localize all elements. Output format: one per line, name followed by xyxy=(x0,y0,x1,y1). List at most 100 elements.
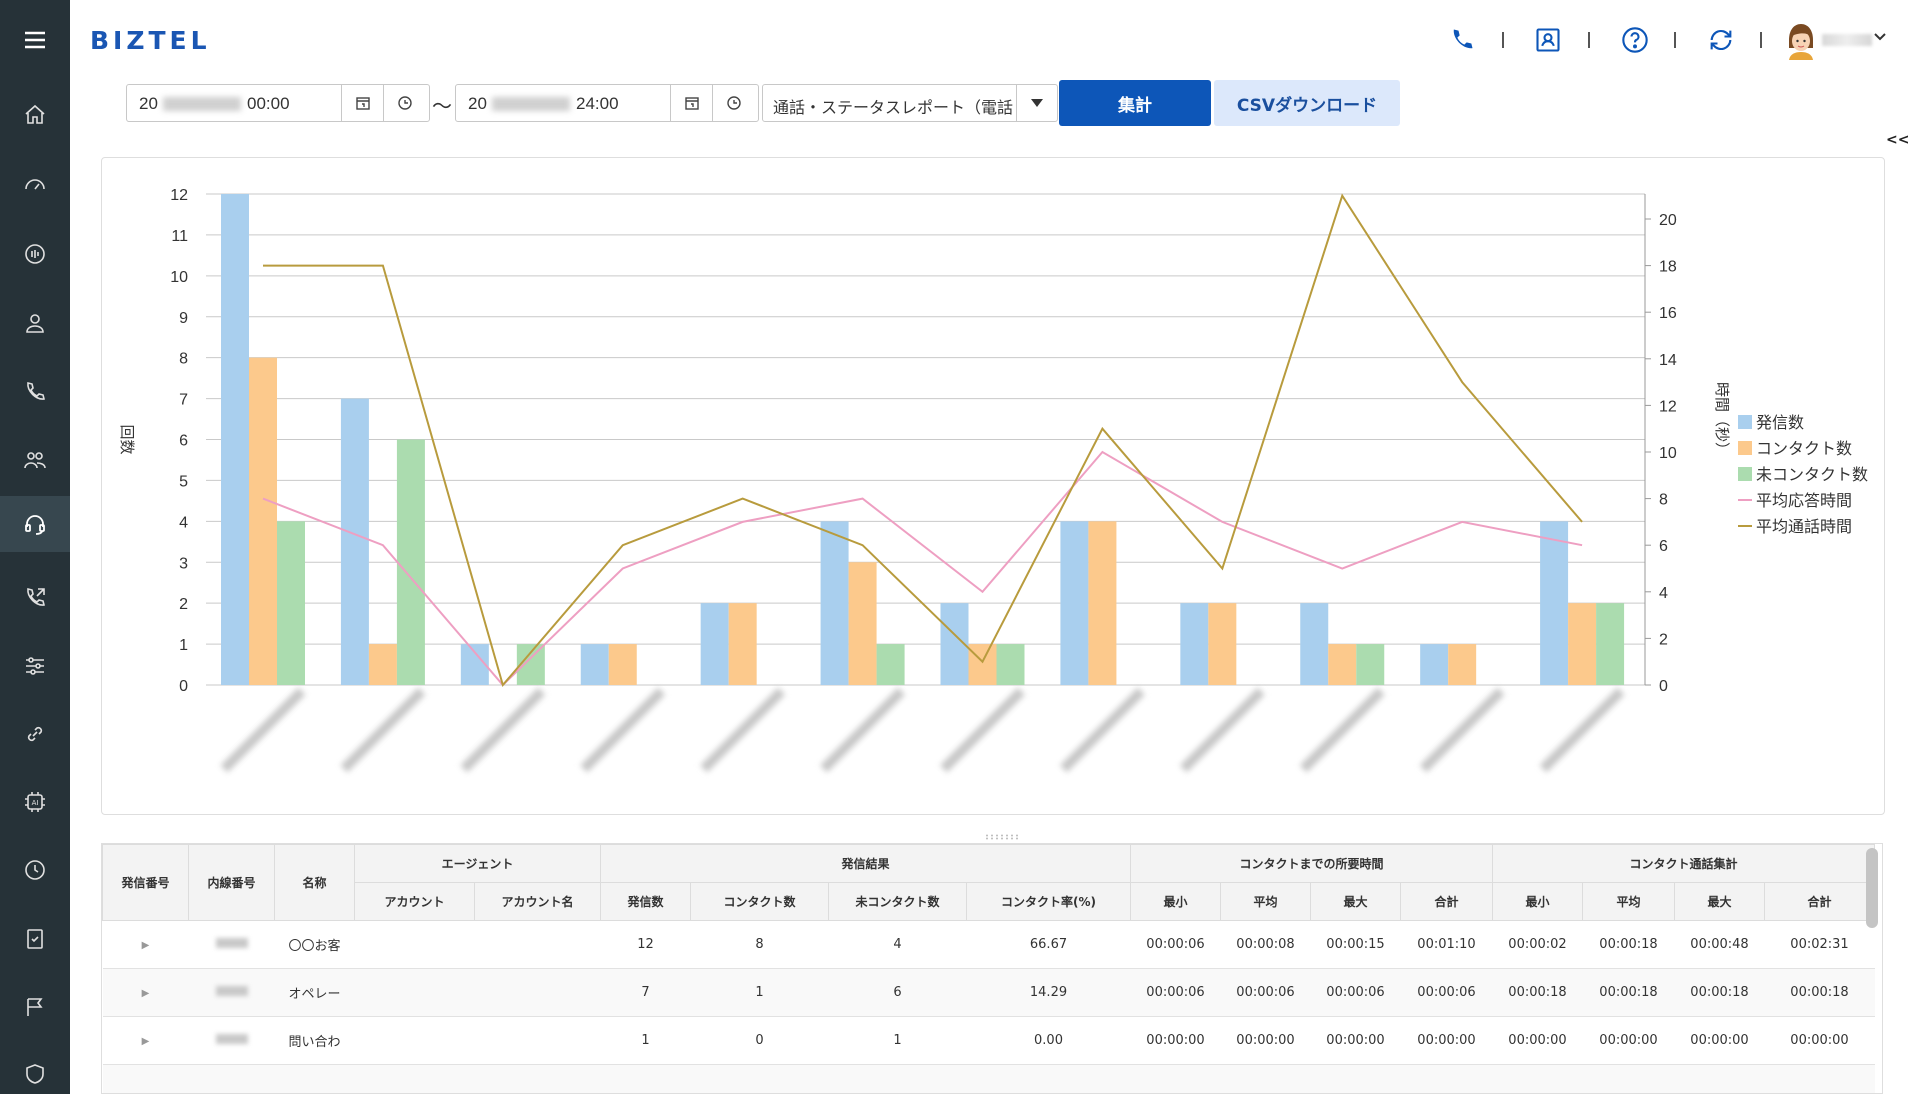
report-type-select[interactable]: 通話・ステータスレポート（電話 xyxy=(762,84,1058,122)
line-平均応答時間 xyxy=(262,450,1583,687)
masked-value xyxy=(215,986,248,996)
end-datetime-field[interactable]: 20 24:00 xyxy=(455,84,759,122)
row-expander[interactable]: ▶ xyxy=(102,968,189,1017)
table-row[interactable]: ▶ 問い合わ 1 0 1 0.00 00:00:00 00:00:00 00:0… xyxy=(102,1016,1875,1065)
clock-icon xyxy=(727,96,741,110)
end-calendar-button[interactable] xyxy=(670,85,713,121)
aggregate-button[interactable]: 集計 xyxy=(1059,80,1211,126)
sidebar-item-callback[interactable] xyxy=(0,570,70,626)
sidebar-item-dashboard[interactable] xyxy=(0,157,70,213)
col-account[interactable]: アカウント xyxy=(354,882,475,921)
monitor-icon xyxy=(25,244,45,264)
ttc-max-cell: 00:00:15 xyxy=(1310,920,1401,969)
select-arrow[interactable] xyxy=(1016,85,1057,121)
col-contact-rate[interactable]: コンタクト率(%) xyxy=(966,882,1131,921)
contacts-cell: 0 xyxy=(690,1016,829,1065)
app-logo: BIZTEL xyxy=(90,26,211,55)
end-time-value: 24:00 xyxy=(576,94,619,113)
bar-発信数 xyxy=(1060,521,1089,685)
bar-コンタクト数 xyxy=(968,644,997,685)
cct-total-cell: 00:00:00 xyxy=(1764,1016,1875,1065)
end-date-prefix: 20 xyxy=(468,94,487,113)
chart-panel: 0 1 2 3 4 5 6 7 8 9 10 11 12 0 2 4 6 8 10 12 14 16 18 20 回数 時間（秒）… xyxy=(101,157,1885,815)
username[interactable] xyxy=(1822,34,1872,46)
bar-コンタクト数 xyxy=(728,603,757,685)
col-extension[interactable]: 内線番号 xyxy=(188,844,275,921)
extension-cell xyxy=(188,968,275,1017)
bar-未コンタクト数 xyxy=(1596,603,1625,685)
sidebar-item-security[interactable] xyxy=(0,1046,70,1102)
col-calls[interactable]: 発信数 xyxy=(600,882,691,921)
x-tick-label-masked xyxy=(700,687,786,773)
y2-tick-label: 6 xyxy=(1659,538,1668,555)
table-row[interactable] xyxy=(102,1064,1875,1093)
table-scrollbar[interactable] xyxy=(1866,848,1878,928)
csv-download-button[interactable]: CSVダウンロード xyxy=(1214,80,1400,126)
sync-icon[interactable] xyxy=(1707,26,1735,54)
col-name[interactable]: 名称 xyxy=(274,844,355,921)
sidebar-item-settings[interactable] xyxy=(0,638,70,694)
bar-発信数 xyxy=(580,644,609,685)
sidebar-item-calls[interactable] xyxy=(0,364,70,420)
bar-コンタクト数 xyxy=(1448,644,1477,685)
col-cct-total[interactable]: 合計 xyxy=(1764,882,1875,921)
y-tick-label: 4 xyxy=(179,514,188,531)
col-ttc-total[interactable]: 合計 xyxy=(1400,882,1493,921)
y-tick-label: 8 xyxy=(179,351,188,368)
x-tick-label-masked xyxy=(340,687,426,773)
phone-icon[interactable] xyxy=(1448,26,1476,54)
collapse-panel-button[interactable]: << xyxy=(1886,132,1910,148)
x-tick-label-masked xyxy=(1539,687,1625,773)
col-cct-max[interactable]: 最大 xyxy=(1674,882,1765,921)
name-cell: 問い合わ xyxy=(274,1016,355,1065)
x-tick-label-masked xyxy=(1299,687,1385,773)
y2-tick-label: 16 xyxy=(1659,305,1677,322)
sidebar-item-flags[interactable] xyxy=(0,979,70,1035)
y-tick-label: 2 xyxy=(179,596,188,613)
start-calendar-button[interactable] xyxy=(341,85,384,121)
sidebar-item-agent[interactable] xyxy=(0,496,70,552)
col-contacts[interactable]: コンタクト数 xyxy=(690,882,829,921)
chevron-down-icon[interactable] xyxy=(1873,30,1887,44)
end-date-masked xyxy=(492,97,570,111)
start-datetime-field[interactable]: 20 00:00 xyxy=(126,84,430,122)
col-ttc-min[interactable]: 最小 xyxy=(1130,882,1221,921)
menu-icon[interactable] xyxy=(0,12,70,68)
col-ttc-avg[interactable]: 平均 xyxy=(1220,882,1311,921)
sidebar-item-ai[interactable]: AI xyxy=(0,774,70,830)
row-expander[interactable]: ▶ xyxy=(102,920,189,969)
bar-未コンタクト数 xyxy=(396,439,425,685)
sidebar-item-history[interactable] xyxy=(0,842,70,898)
header-separator xyxy=(1588,32,1590,48)
sidebar-item-groups[interactable] xyxy=(0,432,70,488)
col-cct-avg[interactable]: 平均 xyxy=(1582,882,1675,921)
bar-発信数 xyxy=(340,398,369,685)
col-ttc-max[interactable]: 最大 xyxy=(1310,882,1401,921)
calls-cell: 7 xyxy=(600,968,691,1017)
col-cct-min[interactable]: 最小 xyxy=(1492,882,1583,921)
table-row[interactable]: ▶ オペレー 7 1 6 14.29 00:00:06 00:00:06 00:… xyxy=(102,968,1875,1017)
avatar[interactable] xyxy=(1785,22,1817,60)
ttc-total-cell: 00:01:10 xyxy=(1400,920,1493,969)
sidebar-item-integrations[interactable] xyxy=(0,706,70,762)
row-expander[interactable]: ▶ xyxy=(102,1016,189,1065)
account-name-cell xyxy=(474,968,601,1017)
help-icon[interactable] xyxy=(1621,26,1649,54)
contact-card-icon[interactable] xyxy=(1534,26,1562,54)
col-caller-number[interactable]: 発信番号 xyxy=(102,844,189,921)
end-clock-button[interactable] xyxy=(712,85,755,121)
sidebar-item-home[interactable] xyxy=(0,87,70,143)
flag-icon xyxy=(27,998,43,1016)
sidebar-item-monitor[interactable] xyxy=(0,226,70,282)
col-non-contacts[interactable]: 未コンタクト数 xyxy=(828,882,967,921)
col-account-name[interactable]: アカウント名 xyxy=(474,882,601,921)
sidebar-item-tasks[interactable] xyxy=(0,911,70,967)
ttc-min-cell: 00:00:06 xyxy=(1130,920,1221,969)
report-table: 発信番号 内線番号 名称 エージェント 発信結果 コンタクトまでの所要時間 コン… xyxy=(101,843,1883,1094)
resize-handle[interactable] xyxy=(983,834,1023,840)
bar-コンタクト数 xyxy=(1568,603,1597,685)
sidebar-item-users[interactable] xyxy=(0,295,70,351)
table-row[interactable]: ▶ 〇〇お客 12 8 4 66.67 00:00:06 00:00:08 00… xyxy=(102,920,1875,969)
group-icon xyxy=(24,452,46,469)
start-clock-button[interactable] xyxy=(383,85,426,121)
